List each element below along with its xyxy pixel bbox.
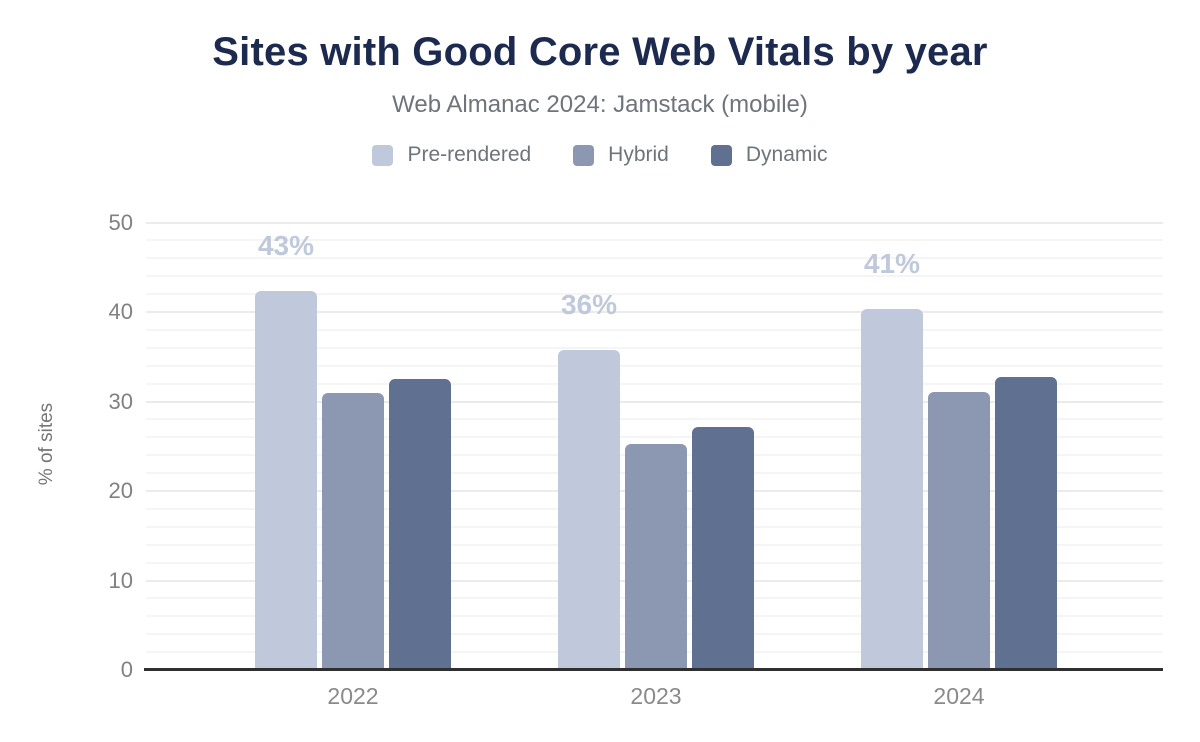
gridline-minor bbox=[146, 328, 1163, 331]
gridline-major bbox=[146, 311, 1163, 313]
chart-legend: Pre-rendered Hybrid Dynamic bbox=[0, 143, 1200, 167]
data-label: 36% bbox=[560, 289, 618, 321]
legend-label: Pre-rendered bbox=[407, 143, 532, 166]
gridline-minor bbox=[146, 382, 1163, 385]
gridline-minor bbox=[146, 436, 1163, 439]
data-label: 43% bbox=[257, 230, 315, 262]
gridline-major bbox=[146, 221, 1163, 224]
y-tick-label: 0 bbox=[120, 657, 133, 682]
gridline-minor bbox=[146, 257, 1163, 260]
legend-swatch-icon bbox=[573, 144, 595, 166]
legend-item-dynamic: Dynamic bbox=[710, 143, 828, 167]
y-tick-label: 50 bbox=[108, 209, 133, 235]
gridline-minor bbox=[146, 364, 1163, 367]
bar-dynamic-2023 bbox=[692, 426, 754, 668]
legend-item-pre-rendered: Pre-rendered bbox=[372, 143, 531, 167]
legend-label: Dynamic bbox=[745, 143, 828, 166]
chart-subtitle: Web Almanac 2024: Jamstack (mobile) bbox=[392, 91, 808, 118]
y-tick-label: 30 bbox=[108, 388, 133, 414]
x-tick-label: 2022 bbox=[327, 683, 379, 709]
chart-title: Sites with Good Core Web Vitals by year bbox=[212, 30, 988, 74]
bar-pre-rendered-2024 bbox=[861, 309, 923, 668]
x-tick-label: 2024 bbox=[933, 683, 985, 709]
gridline-minor bbox=[146, 275, 1163, 278]
gridline-minor bbox=[146, 293, 1163, 296]
legend-label: Hybrid bbox=[608, 143, 669, 166]
bar-dynamic-2024 bbox=[995, 377, 1057, 668]
gridline-minor bbox=[146, 239, 1163, 242]
gridline-minor bbox=[146, 418, 1163, 421]
bar-hybrid-2024 bbox=[928, 391, 990, 668]
x-axis-line bbox=[144, 668, 1163, 671]
legend-swatch-icon bbox=[710, 144, 732, 166]
bar-hybrid-2022 bbox=[322, 392, 384, 668]
y-tick-label: 40 bbox=[108, 299, 133, 324]
bar-hybrid-2023 bbox=[625, 444, 687, 668]
data-label: 41% bbox=[863, 248, 921, 280]
bar-pre-rendered-2022 bbox=[255, 291, 317, 668]
gridline-major bbox=[146, 400, 1163, 403]
bar-pre-rendered-2023 bbox=[558, 350, 620, 668]
y-tick-label: 20 bbox=[108, 478, 133, 503]
legend-swatch-icon bbox=[372, 144, 394, 166]
gridline-minor bbox=[146, 346, 1163, 349]
legend-item-hybrid: Hybrid bbox=[573, 143, 669, 167]
bar-dynamic-2022 bbox=[389, 379, 451, 668]
y-tick-label: 10 bbox=[108, 567, 133, 593]
x-tick-label: 2023 bbox=[630, 683, 682, 709]
